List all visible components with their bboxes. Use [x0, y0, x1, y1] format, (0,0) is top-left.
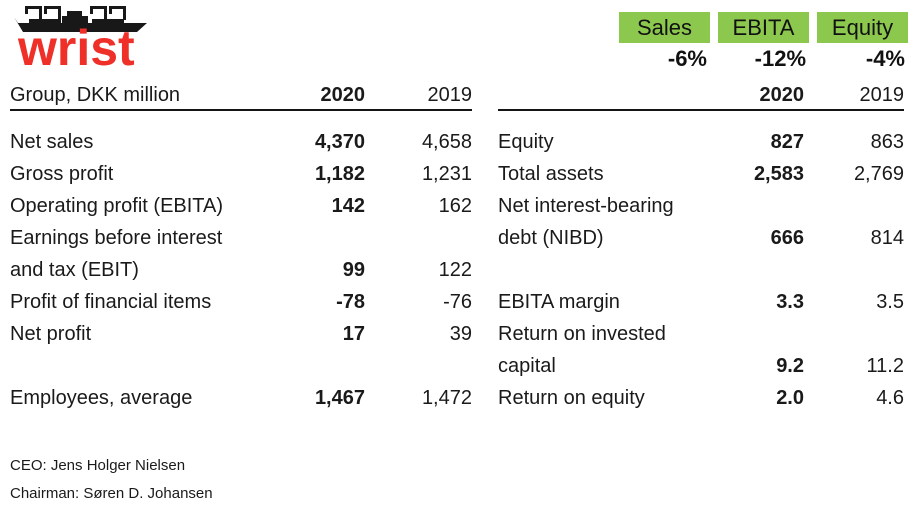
row-label: Return on equity	[498, 386, 645, 409]
row-label: Earnings before interest	[10, 226, 223, 249]
table-row: Employees, average 1,467 1,472	[10, 382, 472, 414]
chairman-line: Chairman: Søren D. Johansen	[10, 485, 213, 502]
value-2020: 17	[342, 322, 365, 345]
kpi-change: -12%	[754, 46, 806, 71]
value-2020: 2.0	[776, 386, 804, 409]
value-2019: 3.5	[876, 290, 904, 313]
value-2019: 4.6	[876, 386, 904, 409]
kpi-sales: Sales -6%	[619, 12, 710, 72]
kpi-summary: Sales -6% EBITA -12% Equity -4%	[619, 12, 908, 72]
table-title: Group, DKK million	[10, 84, 181, 106]
kpi-badge: Equity	[817, 12, 908, 43]
value-2020: 99	[342, 258, 365, 281]
value-2019: 4,658	[421, 130, 472, 153]
value-2020: 2,583	[753, 162, 804, 185]
col-header-2020: 2020	[320, 84, 366, 106]
value-2020: 1,467	[314, 386, 365, 409]
cargo-ship-icon	[14, 6, 147, 32]
balance-and-ratios-table: 2020 2019 Equity 827 863 Total assets 2,583 2…	[498, 84, 911, 414]
row-label: and tax (EBIT)	[10, 258, 139, 281]
row-label: Employees, average	[10, 386, 193, 409]
col-header-2019: 2019	[859, 84, 905, 106]
table-row: Net interest-bearing	[498, 190, 904, 222]
table-row: Gross profit 1,182 1,231	[10, 158, 472, 190]
table-row	[498, 254, 904, 286]
table-row: capital 9.2 11.2	[498, 350, 904, 382]
table-row: and tax (EBIT) 99 122	[10, 254, 472, 286]
row-label: capital	[498, 354, 556, 377]
value-2020: 827	[770, 130, 804, 153]
value-2019: 39	[449, 322, 472, 345]
table-row: Return on invested	[498, 318, 904, 350]
table-row: Earnings before interest	[10, 222, 472, 254]
value-2020: 666	[770, 226, 804, 249]
col-header-2019: 2019	[427, 84, 473, 106]
table-row: EBITA margin 3.3 3.5	[498, 286, 904, 318]
kpi-badge: EBITA	[718, 12, 809, 43]
row-label: Gross profit	[10, 162, 114, 185]
table-row: Return on equity 2.0 4.6	[498, 382, 904, 414]
row-label: Net sales	[10, 130, 94, 153]
row-label: Return on invested	[498, 322, 666, 345]
group-financials-table: Group, DKK million 2020 2019 Net sales 4,…	[10, 84, 477, 414]
value-2019: 1,472	[421, 386, 472, 409]
value-2020: 1,182	[314, 162, 365, 185]
table-row	[10, 350, 472, 382]
value-2020: 3.3	[776, 290, 804, 313]
row-label: Net interest-bearing	[498, 194, 674, 217]
value-2020: 142	[331, 194, 365, 217]
table-row: Operating profit (EBITA) 142 162	[10, 190, 472, 222]
value-2020: 4,370	[314, 130, 365, 153]
kpi-badge: Sales	[619, 12, 710, 43]
value-2020: 9.2	[776, 354, 804, 377]
value-2019: 11.2	[866, 354, 904, 377]
row-label: Operating profit (EBITA)	[10, 194, 224, 217]
value-2019: 1,231	[421, 162, 472, 185]
value-2019: 2,769	[853, 162, 904, 185]
row-label: EBITA margin	[498, 290, 620, 313]
table-header: Group, DKK million 2020 2019	[10, 84, 473, 111]
wrist-logo: wrist	[13, 3, 163, 73]
kpi-change: -4%	[865, 46, 905, 71]
kpi-change: -6%	[667, 46, 707, 71]
value-2019: 814	[870, 226, 904, 249]
brand-name: wrist	[18, 20, 135, 76]
kpi-equity: Equity -4%	[817, 12, 908, 72]
value-2019: 162	[438, 194, 472, 217]
table-row: Profit of financial items -78 -76	[10, 286, 472, 318]
table-body: Equity 827 863 Total assets 2,583 2,769 Net in…	[498, 126, 904, 414]
management-footer: CEO: Jens Holger Nielsen Chairman: Søren…	[10, 452, 213, 508]
table-header: 2020 2019	[498, 84, 905, 111]
row-label: debt (NIBD)	[498, 226, 604, 249]
table-row: Net profit 17 39	[10, 318, 472, 350]
value-2019: 863	[870, 130, 904, 153]
table-row: debt (NIBD) 666 814	[498, 222, 904, 254]
row-label: Total assets	[498, 162, 604, 185]
value-2019: -76	[443, 290, 472, 313]
row-label: Equity	[498, 130, 554, 153]
value-2020: -78	[336, 290, 365, 313]
row-label: Net profit	[10, 322, 92, 345]
table-row: Net sales 4,370 4,658	[10, 126, 472, 158]
kpi-ebita: EBITA -12%	[718, 12, 809, 72]
table-row: Total assets 2,583 2,769	[498, 158, 904, 190]
table-row: Equity 827 863	[498, 126, 904, 158]
col-header-2020: 2020	[759, 84, 805, 106]
value-2019: 122	[438, 258, 472, 281]
table-body: Net sales 4,370 4,658 Gross profit 1,182 1,23…	[10, 126, 472, 414]
ceo-line: CEO: Jens Holger Nielsen	[10, 457, 186, 474]
row-label: Profit of financial items	[10, 290, 212, 313]
